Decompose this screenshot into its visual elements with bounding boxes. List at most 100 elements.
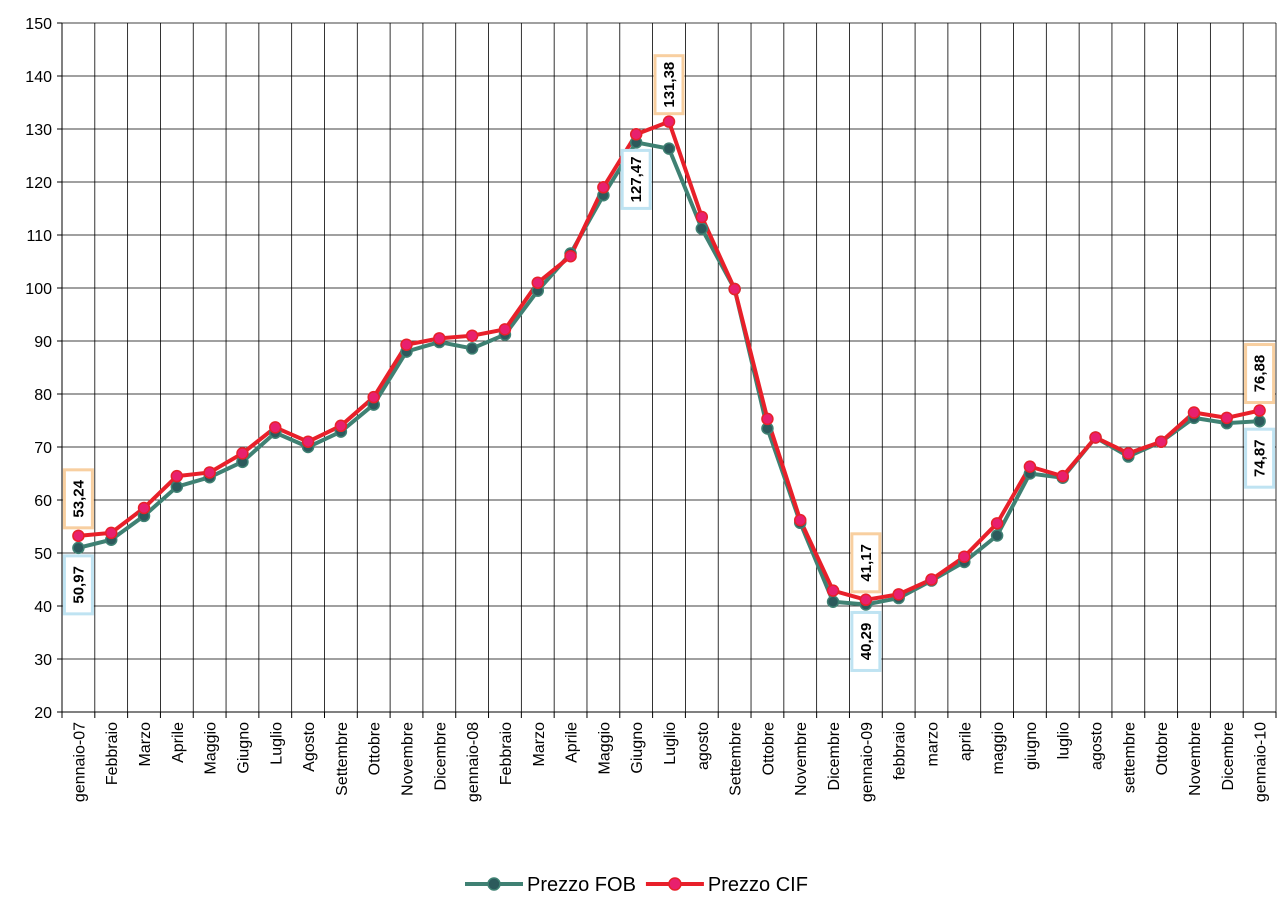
y-tick-label: 120 [25,175,52,192]
x-tick-label: Maggio [596,722,613,775]
marker [334,419,348,433]
x-tick-label: Settembre [728,722,745,796]
marker [662,115,676,128]
marker [531,276,545,289]
marker [1122,447,1135,460]
marker [826,584,840,597]
x-tick-label: Giugno [235,722,252,774]
marker [793,513,807,527]
marker [104,526,118,540]
marker [1154,435,1168,448]
legend-marker [668,877,682,891]
x-tick-label: Aprile [564,722,581,763]
marker [728,282,741,296]
data-label: 74,87 [1244,427,1276,489]
marker [564,249,577,263]
marker [597,181,610,194]
marker [1253,404,1266,417]
marker [72,529,85,543]
data-label-box [62,554,94,616]
data-label-text: 76,88 [1252,355,1269,393]
x-tick-label: Ottobre [367,722,384,775]
marker [761,412,774,426]
y-tick-label: 40 [34,599,52,616]
x-tick-label: febbraio [892,722,909,780]
x-tick-label: gennaio-07 [71,722,88,802]
x-tick-label: Dicembre [432,722,449,791]
marker [433,332,446,345]
data-label-text: 74,87 [1252,439,1269,477]
marker [958,550,971,563]
data-label-text: 53,24 [70,479,87,517]
data-label-text: 41,17 [858,544,875,582]
y-tick-label: 140 [25,69,52,86]
y-tick-label: 20 [34,705,52,722]
marker [465,329,479,342]
marker [170,469,184,483]
y-tick-label: 100 [25,281,52,298]
data-label-text: 127,47 [628,156,645,202]
marker [990,529,1004,542]
marker [236,447,249,460]
data-label-text: 131,38 [661,62,678,108]
x-tick-label: agosto [1089,722,1106,770]
legend-marker [487,877,501,891]
marker [1056,469,1069,483]
marker [400,338,413,351]
marker [629,128,643,141]
x-tick-label: settembre [1121,722,1138,793]
x-tick-label: Maggio [203,722,220,775]
y-tick-label: 50 [34,546,52,563]
marker [925,573,938,586]
x-tick-label: Febbraio [104,722,121,785]
x-tick-label: gennaio-09 [859,722,876,802]
x-tick-label: Novembre [400,722,417,796]
x-tick-label: Dicembre [1220,722,1237,791]
x-tick-label: maggio [990,722,1007,775]
marker [269,421,282,434]
marker [203,466,216,479]
data-label-box [653,54,685,116]
data-label-text: 50,97 [70,566,87,604]
marker [137,501,151,515]
legend-label: Prezzo FOB [527,874,636,896]
marker [859,593,873,607]
line [78,119,1261,602]
x-tick-label: giugno [1023,722,1040,770]
x-tick-label: Luglio [662,722,679,765]
x-tick-label: Novembre [793,722,810,796]
data-label: 41,17 [850,532,882,594]
data-label: 127,47 [620,148,652,210]
x-tick-label: Marzo [137,722,154,767]
legend-label: Prezzo CIF [708,874,808,896]
y-tick-label: 80 [34,387,52,404]
y-tick-label: 60 [34,493,52,510]
x-tick-label: agosto [695,722,712,770]
x-tick-label: marzo [924,722,941,767]
marker [498,323,512,336]
x-tick-label: Settembre [334,722,351,796]
data-label: 40,29 [850,610,882,672]
marker [990,517,1004,530]
marker [1089,431,1102,444]
marker [1220,411,1234,425]
y-tick-label: 70 [34,440,52,457]
y-tick-label: 150 [25,16,52,33]
data-label: 131,38 [653,54,685,116]
data-label-box [620,148,652,210]
y-tick-label: 130 [25,122,52,139]
x-tick-label: luglio [1056,722,1073,759]
data-label-box [1244,343,1276,405]
x-tick-label: gennaio-08 [465,722,482,802]
marker [695,210,709,224]
data-label: 76,88 [1244,343,1276,405]
x-tick-label: Aprile [170,722,187,763]
marker [1187,406,1201,419]
data-label-text: 40,29 [858,623,875,661]
marker [1023,460,1037,473]
marker [1253,414,1266,428]
line [77,140,1260,607]
x-tick-label: aprile [957,722,974,761]
x-tick-label: Marzo [531,722,548,767]
